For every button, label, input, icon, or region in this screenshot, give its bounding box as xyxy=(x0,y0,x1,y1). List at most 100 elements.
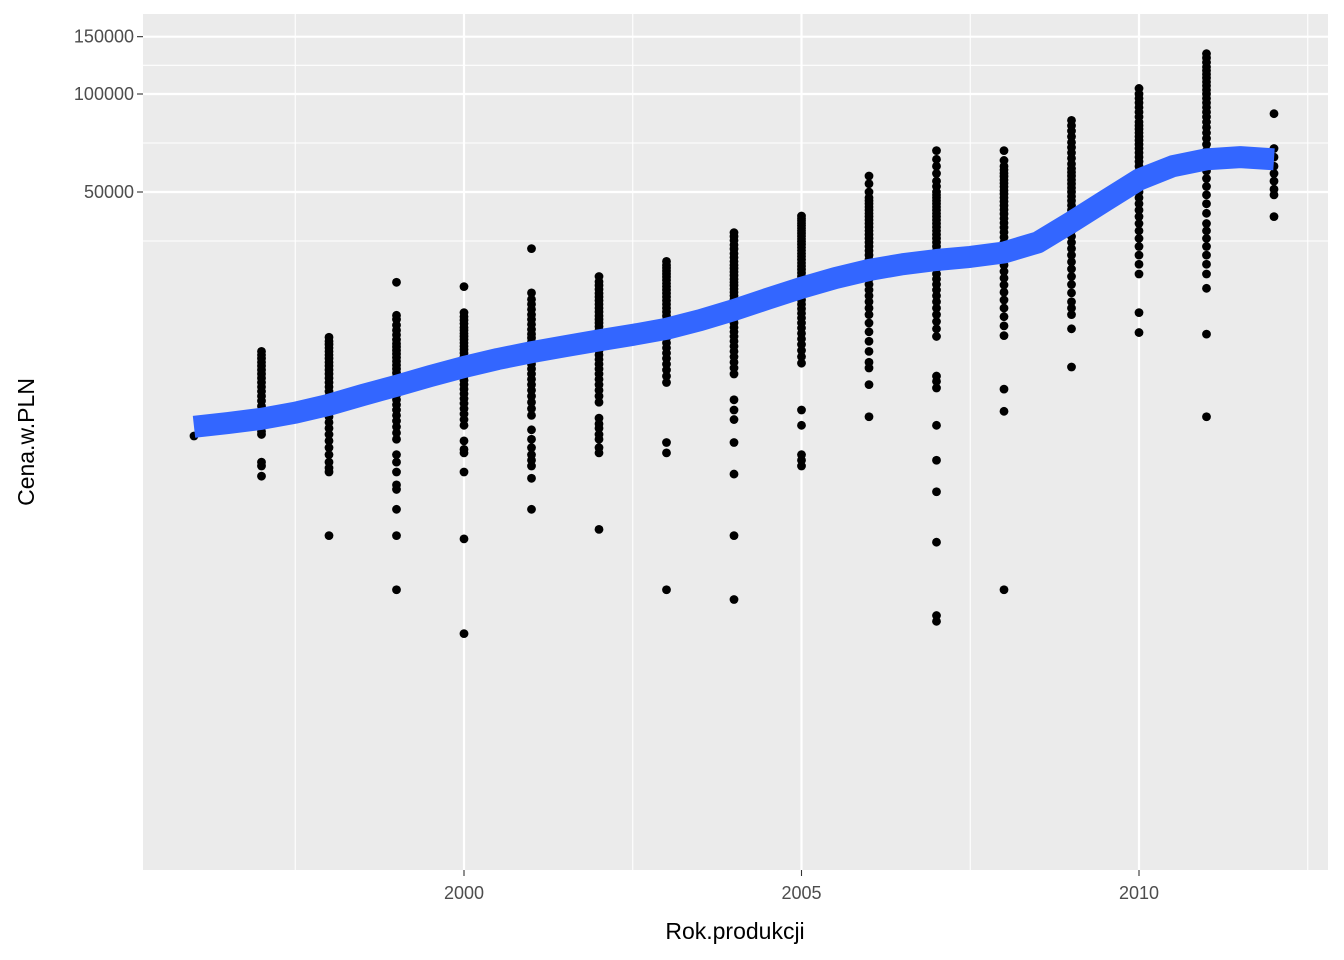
data-point xyxy=(459,629,469,639)
data-point xyxy=(392,504,401,514)
data-point xyxy=(797,420,806,430)
data-point xyxy=(459,534,469,544)
data-point xyxy=(662,371,671,381)
data-point xyxy=(729,369,739,379)
data-point xyxy=(999,321,1009,331)
data-point xyxy=(932,317,941,326)
data-point xyxy=(527,504,536,514)
data-point xyxy=(527,244,536,254)
data-point xyxy=(662,378,671,387)
data-point xyxy=(1134,259,1144,269)
data-point xyxy=(864,336,874,346)
data-point xyxy=(459,308,469,318)
data-point xyxy=(999,273,1009,283)
data-point xyxy=(999,585,1009,595)
data-point xyxy=(257,461,266,471)
data-point xyxy=(1202,49,1211,59)
data-point xyxy=(662,257,671,266)
data-point xyxy=(1134,328,1144,337)
data-point xyxy=(594,423,604,433)
data-point xyxy=(932,297,941,307)
y-tick-label: 100000 xyxy=(74,84,134,104)
data-point xyxy=(729,415,739,424)
data-point xyxy=(797,461,806,471)
data-point xyxy=(324,436,334,446)
data-point xyxy=(1134,269,1144,279)
data-point xyxy=(1134,84,1144,93)
data-point xyxy=(1067,362,1076,372)
data-point xyxy=(932,176,941,186)
data-point xyxy=(1134,250,1144,260)
data-point xyxy=(729,438,739,447)
data-point xyxy=(527,397,536,407)
data-point xyxy=(864,346,874,356)
data-point xyxy=(662,448,671,458)
smooth-trend xyxy=(192,146,1275,438)
data-point xyxy=(729,395,739,405)
data-point xyxy=(324,443,334,453)
data-point xyxy=(864,412,874,422)
data-point xyxy=(729,228,739,238)
data-point xyxy=(1067,280,1076,289)
data-point xyxy=(459,436,469,446)
x-axis-title: Rok.produkcji xyxy=(665,918,804,944)
data-point xyxy=(324,332,334,342)
y-tick-label: 50000 xyxy=(84,182,134,202)
data-point xyxy=(729,405,739,415)
data-point xyxy=(324,430,334,439)
data-point xyxy=(864,187,874,197)
data-point xyxy=(1269,212,1279,222)
data-point xyxy=(1067,324,1076,334)
data-point xyxy=(1134,308,1144,318)
data-point xyxy=(932,376,941,386)
data-point xyxy=(392,277,401,287)
data-point xyxy=(864,380,874,390)
data-point xyxy=(1134,234,1144,243)
data-point xyxy=(527,288,536,298)
data-point xyxy=(999,146,1009,156)
data-point xyxy=(1202,412,1211,422)
data-point xyxy=(1202,259,1211,269)
data-point xyxy=(527,473,536,483)
data-point xyxy=(392,485,401,494)
data-point xyxy=(1202,182,1211,191)
data-point xyxy=(864,303,874,313)
data-point xyxy=(864,357,874,367)
data-point xyxy=(392,450,401,460)
data-point xyxy=(999,312,1009,322)
y-axis: 50000 100000 150000 xyxy=(74,27,143,202)
data-point xyxy=(932,537,941,547)
data-point xyxy=(864,179,874,189)
data-point xyxy=(257,471,266,481)
data-point xyxy=(1202,199,1211,209)
data-point xyxy=(527,434,536,444)
data-point xyxy=(1134,199,1144,209)
data-point xyxy=(1202,234,1211,243)
data-point xyxy=(932,154,941,164)
x-axis: 2000 2005 2010 xyxy=(444,870,1159,903)
data-point xyxy=(932,455,941,465)
data-point xyxy=(797,211,806,221)
data-point xyxy=(1067,310,1076,320)
data-point xyxy=(932,383,941,393)
data-point xyxy=(1269,109,1279,119)
data-point xyxy=(932,303,941,313)
data-point xyxy=(527,425,536,435)
data-point xyxy=(1202,269,1211,279)
data-point xyxy=(729,595,739,604)
data-point xyxy=(594,448,604,458)
data-point xyxy=(932,161,941,171)
y-axis-title: Cena.w.PLN xyxy=(13,378,39,506)
data-point xyxy=(1067,288,1076,298)
x-tick-label: 2010 xyxy=(1119,883,1159,903)
data-point xyxy=(257,430,266,439)
data-point xyxy=(999,406,1009,416)
data-point xyxy=(1202,329,1211,339)
data-point xyxy=(594,397,604,407)
data-point xyxy=(797,352,806,362)
data-point xyxy=(459,282,469,292)
data-point xyxy=(1067,264,1076,274)
data-point xyxy=(594,434,604,444)
data-point xyxy=(932,310,941,320)
data-point xyxy=(527,404,536,414)
